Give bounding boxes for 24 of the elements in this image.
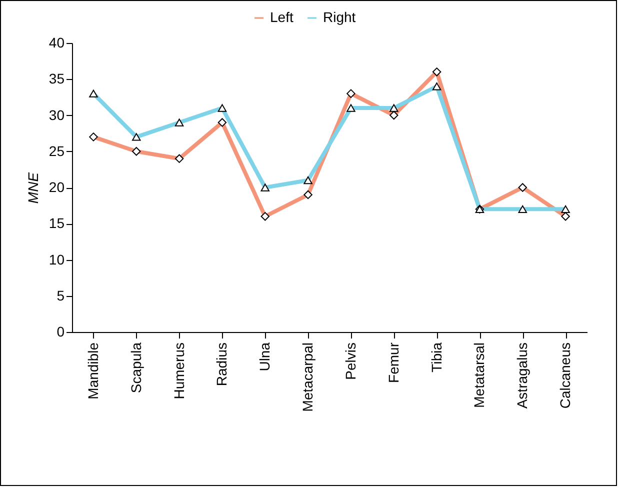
x-tick-label: Femur	[385, 342, 402, 383]
y-tick-label: 35	[48, 70, 65, 87]
x-tick-label: Humerus	[170, 342, 187, 400]
x-tick-label: Astragalus	[514, 342, 530, 409]
y-axis-title: MNE	[24, 172, 41, 204]
y-tick-label: 20	[48, 179, 65, 195]
y-tick-label: 15	[48, 215, 65, 232]
y-tick-label: 40	[48, 34, 65, 50]
y-tick-label: 0	[56, 324, 65, 340]
x-tick-label: Calcaneus	[557, 342, 574, 409]
x-tick-label: Metacarpal	[300, 342, 316, 412]
x-tick-label: Pelvis	[342, 342, 358, 380]
legend-label: Right	[323, 9, 356, 25]
y-tick-label: 30	[48, 106, 65, 123]
x-tick-label: Radius	[214, 342, 230, 386]
y-tick-label: 5	[56, 287, 65, 304]
x-tick-label: Tibia	[428, 342, 444, 372]
x-tick-label: Scapula	[128, 342, 144, 394]
x-tick-label: Ulna	[256, 342, 273, 372]
x-tick-label: Metatarsal	[471, 342, 488, 408]
y-tick-label: 10	[48, 251, 65, 268]
legend-label: Left	[270, 9, 294, 25]
y-tick-label: 25	[48, 142, 65, 159]
x-tick-label: Mandible	[84, 342, 101, 400]
